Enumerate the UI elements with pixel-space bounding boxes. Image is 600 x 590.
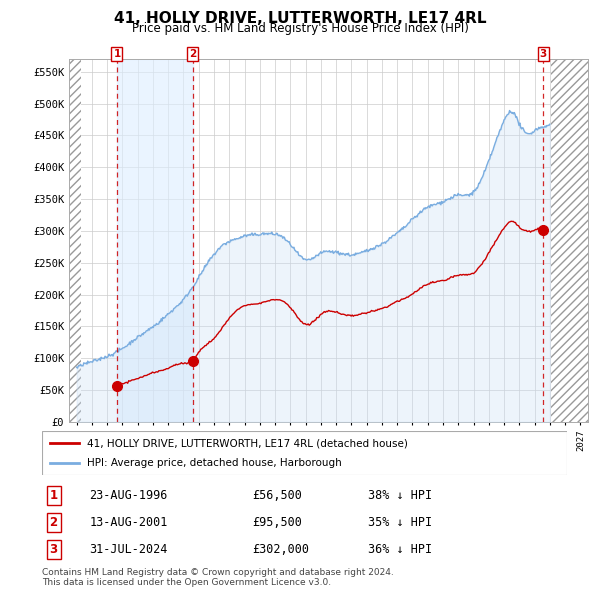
Text: 41, HOLLY DRIVE, LUTTERWORTH, LE17 4RL (detached house): 41, HOLLY DRIVE, LUTTERWORTH, LE17 4RL (… [86, 438, 407, 448]
Text: £95,500: £95,500 [252, 516, 302, 529]
Text: Contains HM Land Registry data © Crown copyright and database right 2024.
This d: Contains HM Land Registry data © Crown c… [42, 568, 394, 587]
Text: 35% ↓ HPI: 35% ↓ HPI [367, 516, 431, 529]
Text: 1: 1 [113, 49, 121, 59]
Text: 3: 3 [49, 543, 58, 556]
Text: 1: 1 [49, 489, 58, 502]
Text: 13-AUG-2001: 13-AUG-2001 [89, 516, 167, 529]
FancyBboxPatch shape [42, 431, 567, 475]
Text: HPI: Average price, detached house, Harborough: HPI: Average price, detached house, Harb… [86, 458, 341, 468]
Text: 2: 2 [190, 49, 197, 59]
Text: £56,500: £56,500 [252, 489, 302, 502]
Bar [117, 59, 193, 422]
Text: 23-AUG-1996: 23-AUG-1996 [89, 489, 167, 502]
Text: 3: 3 [540, 49, 547, 59]
Text: 2: 2 [49, 516, 58, 529]
Text: 31-JUL-2024: 31-JUL-2024 [89, 543, 167, 556]
Bar [551, 59, 588, 422]
Text: 36% ↓ HPI: 36% ↓ HPI [367, 543, 431, 556]
Text: £302,000: £302,000 [252, 543, 309, 556]
Text: Price paid vs. HM Land Registry's House Price Index (HPI): Price paid vs. HM Land Registry's House … [131, 22, 469, 35]
Bar [69, 59, 81, 422]
Text: 38% ↓ HPI: 38% ↓ HPI [367, 489, 431, 502]
Text: 41, HOLLY DRIVE, LUTTERWORTH, LE17 4RL: 41, HOLLY DRIVE, LUTTERWORTH, LE17 4RL [114, 11, 486, 25]
